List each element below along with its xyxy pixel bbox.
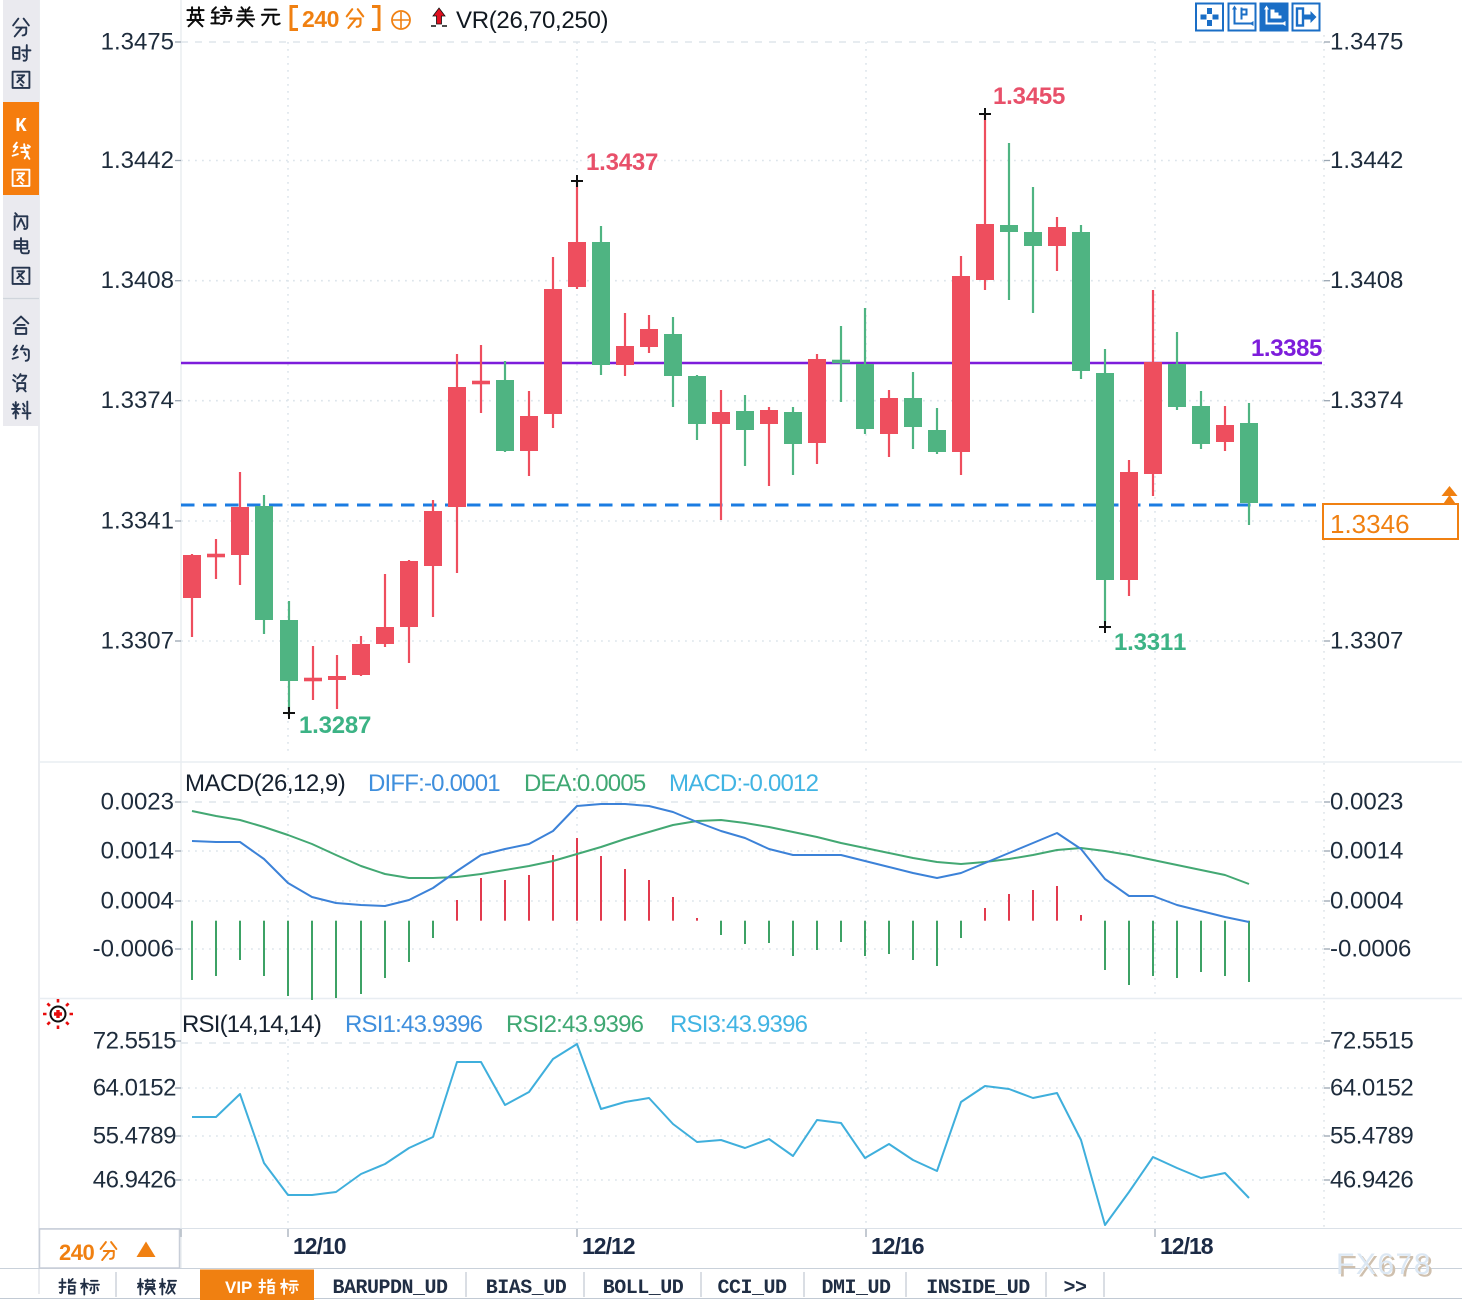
svg-text:0.0014: 0.0014: [1330, 838, 1403, 865]
svg-text:0.0004: 0.0004: [1330, 888, 1403, 915]
svg-text:72.5515: 72.5515: [93, 1028, 176, 1055]
svg-text:BARUPDN_UD: BARUPDN_UD: [332, 1277, 448, 1300]
svg-text:72.5515: 72.5515: [1330, 1028, 1413, 1055]
svg-text:240: 240: [302, 6, 339, 32]
svg-text:1.3408: 1.3408: [101, 267, 174, 294]
svg-text:1.3287: 1.3287: [299, 712, 371, 739]
svg-text:K: K: [15, 115, 27, 137]
svg-text:1.3385: 1.3385: [1251, 335, 1322, 362]
svg-text:>>: >>: [1063, 1277, 1087, 1300]
svg-text:1.3374: 1.3374: [1330, 387, 1403, 414]
svg-text:1.3455: 1.3455: [993, 83, 1065, 110]
svg-text:0.0023: 0.0023: [101, 789, 174, 816]
svg-text:12/10: 12/10: [293, 1233, 346, 1259]
svg-text:1.3307: 1.3307: [101, 628, 174, 655]
svg-text:FX678: FX678: [1336, 1248, 1432, 1281]
svg-text:VIP: VIP: [225, 1278, 252, 1297]
svg-text:1.3408: 1.3408: [1330, 267, 1403, 294]
svg-text:VR(26,70,250): VR(26,70,250): [456, 7, 608, 34]
svg-text:0.0004: 0.0004: [101, 888, 174, 915]
svg-text:55.4789: 55.4789: [1330, 1123, 1413, 1150]
svg-text:64.0152: 64.0152: [93, 1075, 176, 1102]
svg-text:12/18: 12/18: [1160, 1233, 1214, 1259]
svg-text:BOLL_UD: BOLL_UD: [603, 1277, 684, 1300]
svg-text:1.3374: 1.3374: [101, 387, 174, 414]
svg-text:CCI_UD: CCI_UD: [717, 1277, 787, 1300]
svg-text:46.9426: 46.9426: [93, 1167, 176, 1194]
svg-text:DEA:0.0005: DEA:0.0005: [524, 770, 646, 797]
svg-text:RSI3:43.9396: RSI3:43.9396: [670, 1011, 808, 1038]
svg-text:RSI2:43.9396: RSI2:43.9396: [506, 1011, 644, 1038]
svg-text:1.3341: 1.3341: [101, 508, 174, 535]
svg-text:-0.0006: -0.0006: [93, 936, 174, 963]
svg-text:12/12: 12/12: [582, 1233, 635, 1259]
svg-text:1.3475: 1.3475: [101, 29, 174, 56]
svg-text:240: 240: [59, 1240, 94, 1265]
svg-text:0.0023: 0.0023: [1330, 789, 1403, 816]
svg-text:1.3442: 1.3442: [1330, 147, 1403, 174]
svg-text:1.3437: 1.3437: [586, 149, 658, 176]
svg-text:RSI1:43.9396: RSI1:43.9396: [345, 1011, 483, 1038]
svg-text:1.3442: 1.3442: [101, 147, 174, 174]
svg-text:64.0152: 64.0152: [1330, 1075, 1413, 1102]
svg-text:MACD:-0.0012: MACD:-0.0012: [669, 770, 819, 797]
svg-text:46.9426: 46.9426: [1330, 1167, 1413, 1194]
svg-text:INSIDE_UD: INSIDE_UD: [926, 1277, 1030, 1300]
svg-text:BIAS_UD: BIAS_UD: [486, 1277, 567, 1300]
svg-text:1.3307: 1.3307: [1330, 628, 1403, 655]
svg-text:DIFF:-0.0001: DIFF:-0.0001: [368, 770, 500, 797]
svg-text:1.3311: 1.3311: [1114, 629, 1186, 656]
svg-text:1.3346: 1.3346: [1330, 509, 1410, 539]
svg-text:12/16: 12/16: [871, 1233, 924, 1259]
svg-text:1.3475: 1.3475: [1330, 29, 1403, 56]
svg-text:RSI(14,14,14): RSI(14,14,14): [182, 1011, 321, 1038]
svg-text:MACD(26,12,9): MACD(26,12,9): [185, 770, 345, 797]
svg-text:DMI_UD: DMI_UD: [821, 1277, 891, 1300]
svg-text:55.4789: 55.4789: [93, 1123, 176, 1150]
svg-text:0.0014: 0.0014: [101, 838, 174, 865]
svg-text:-0.0006: -0.0006: [1330, 936, 1411, 963]
